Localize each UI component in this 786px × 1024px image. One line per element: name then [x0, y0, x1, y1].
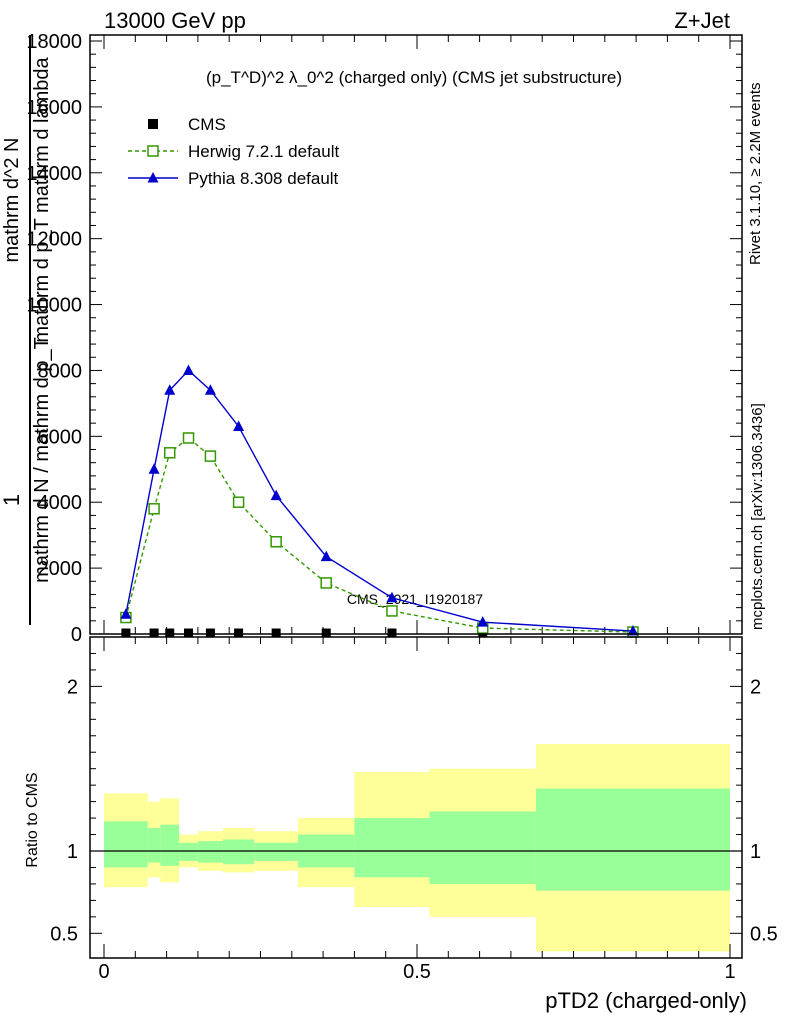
energy-label: 13000 GeV pp: [104, 8, 246, 33]
main-series: [120, 364, 639, 638]
legend-cms-marker: [148, 119, 158, 129]
rivet-label: Rivet 3.1.10, ≥ 2.2M events: [747, 83, 764, 266]
cms-point: [165, 628, 175, 638]
ratio-inner-band: [179, 842, 198, 861]
x-tick-label: 1: [724, 961, 735, 983]
cms-point: [271, 628, 281, 638]
ratio-y-tick-label: 2: [67, 676, 78, 698]
pythia-point: [204, 384, 216, 395]
ratio-inner-band: [429, 811, 536, 884]
ratio-y-label: Ratio to CMS: [24, 772, 41, 867]
cms-point: [149, 628, 159, 638]
y-axis-label-numerator: 1: [0, 494, 24, 506]
pythia-point: [477, 616, 489, 627]
mcplots-label: mcplots.cern.ch [arXiv:1306.3436]: [749, 403, 766, 630]
legend-herwig-marker: [147, 145, 159, 157]
ratio-y-tick-label: 0.5: [50, 923, 78, 945]
herwig-point: [148, 503, 160, 515]
legend-pythia-marker: [147, 172, 159, 183]
ratio-inner-band: [147, 827, 161, 863]
x-axis-label: pTD2 (charged-only): [545, 988, 747, 1013]
legend-cms-label: CMS: [188, 115, 226, 134]
pythia-point: [233, 420, 245, 431]
main-y-tick-label: 12000: [26, 229, 82, 251]
cms-point: [234, 628, 244, 638]
main-y-tick-label: 14000: [26, 163, 82, 185]
ratio-inner-band: [160, 824, 180, 866]
herwig-point: [270, 536, 282, 548]
pythia-point: [270, 489, 282, 501]
cms-point: [205, 628, 215, 638]
ratio-inner-band: [222, 839, 255, 865]
watermark: CMS_2021_I1920187: [347, 591, 483, 607]
process-label: Z+Jet: [674, 8, 730, 33]
cms-point: [321, 628, 331, 638]
ratio-ticks: 0.5 0.5 1 1 2 2 0 0.5 1: [50, 637, 778, 983]
y-axis-label-denom-2: mathrm d p_T mathrm d lambda: [31, 56, 53, 342]
ratio-inner-band: [197, 841, 223, 863]
pythia-point: [627, 625, 639, 636]
cms-point: [121, 628, 131, 638]
cms-point: [184, 628, 194, 638]
herwig-point: [182, 432, 195, 444]
main-y-tick-label: 18000: [26, 31, 82, 53]
pythia-point: [120, 608, 132, 619]
ratio-frame: [89, 636, 743, 959]
herwig-point: [320, 577, 332, 589]
ratio-inner-band: [354, 818, 430, 878]
ratio-inner-band: [104, 821, 148, 868]
y-axis-label-denom-1: mathrm d N / mathrm d p_T: [31, 337, 53, 583]
main-frame: [89, 34, 743, 635]
x-tick-label: 0: [98, 961, 109, 983]
legend: CMS Herwig 7.2.1 default Pythia 8.308 defa…: [128, 115, 339, 188]
y-axis-label: 1 mathrm d N / mathrm d p_T mathrm d^2 N…: [0, 35, 53, 625]
main-y-tick-label: 4000: [38, 492, 83, 514]
x-tick-label: 0.5: [403, 961, 431, 983]
ratio-inner-band: [535, 788, 730, 891]
ratio-y-tick-label-right: 1: [750, 841, 761, 863]
herwig-point: [204, 450, 217, 462]
cms-point: [387, 628, 397, 638]
herwig-point: [163, 447, 176, 459]
herwig-point: [386, 605, 398, 617]
main-y-tick-label: 16000: [26, 97, 82, 119]
pythia-point: [386, 591, 398, 603]
main-y-tick-label: 0: [71, 624, 82, 646]
main-y-tick-label: 2000: [38, 558, 83, 580]
main-y-tick-label: 10000: [26, 295, 82, 317]
pythia-point: [164, 384, 176, 395]
ratio-inner-band: [254, 842, 299, 861]
main-ticks: [90, 35, 742, 635]
ratio-y-tick-label-right: 2: [750, 676, 761, 698]
ratio-bands: [104, 744, 730, 952]
y-axis-label-mid: mathrm d^2 N: [1, 138, 23, 263]
ratio-y-tick-label-right: 0.5: [750, 923, 778, 945]
pythia-point: [183, 364, 195, 375]
legend-pythia-label: Pythia 8.308 default: [188, 169, 339, 188]
main-y-tick-label: 8000: [38, 360, 83, 382]
herwig-point: [232, 496, 245, 508]
main-y-tick-labels: 0 2000 4000 6000 8000 10000 12000 14000 16000 180…: [26, 31, 82, 646]
pythia-point: [320, 550, 332, 562]
main-y-tick-label: 6000: [38, 426, 83, 448]
pythia-point: [148, 463, 160, 474]
legend-herwig-label: Herwig 7.2.1 default: [188, 142, 339, 161]
ratio-plot-panel: 0.5 0.5 1 1 2 2 0 0.5 1 Ratio to CMS pTD2 (charg…: [24, 636, 778, 1013]
main-plot-panel: (p_T^D)^2 λ_0^2 (charged only) (CMS jet …: [0, 31, 743, 646]
main-title: (p_T^D)^2 λ_0^2 (charged only) (CMS jet …: [206, 68, 622, 87]
ratio-y-tick-label: 1: [67, 841, 78, 863]
